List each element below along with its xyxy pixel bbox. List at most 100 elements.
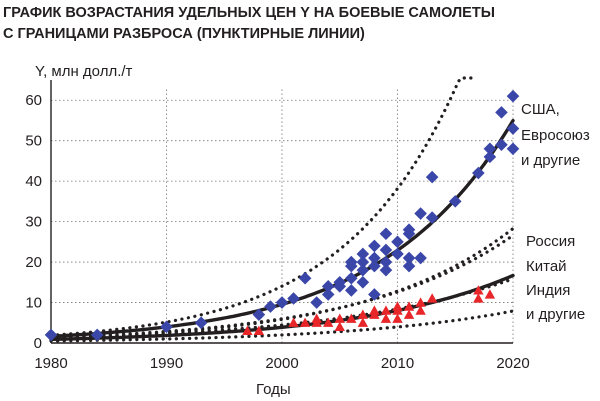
western-data-point <box>44 328 58 342</box>
western-data-point <box>287 292 300 305</box>
western-data-point <box>379 255 393 269</box>
eastern-data-point <box>311 313 322 323</box>
tick-labels: 0 10 20 30 40 50 60 1980 1990 2000 2010 2020 <box>25 92 529 372</box>
eastern-data-point <box>392 301 403 311</box>
legend-western-line-3: и другие <box>521 152 580 169</box>
western-data-point <box>391 235 404 249</box>
eastern-data-point <box>299 317 311 327</box>
western-data-point <box>356 247 370 261</box>
western-data-point <box>264 300 277 313</box>
eastern-data-point <box>403 301 415 311</box>
y-tick-label-10: 10 <box>25 295 42 312</box>
eastern-data-point <box>415 305 426 315</box>
eastern-data-point <box>334 313 345 323</box>
eastern-data-point <box>403 309 415 319</box>
western-data-point <box>321 280 335 293</box>
western-data-point <box>402 259 416 273</box>
eastern-data-point <box>426 293 438 303</box>
western-lower-bound-curve <box>49 277 515 340</box>
axes <box>50 80 513 344</box>
western-data-point <box>356 255 370 269</box>
x-tick-label-2010: 2010 <box>381 355 414 372</box>
eastern-data-point <box>473 293 484 303</box>
western-data-point <box>298 271 312 285</box>
y-tick-label-30: 30 <box>25 214 42 231</box>
chart-title-line-2: С ГРАНИЦАМИ РАЗБРОСА (ПУНКТИРНЫЕ ЛИНИИ) <box>3 26 365 42</box>
y-tick-label-50: 50 <box>25 133 42 150</box>
western-data-point <box>194 316 208 330</box>
eastern-lower-bound-curve <box>49 309 515 343</box>
western-data-point <box>506 89 520 103</box>
eastern-data-point <box>380 313 392 323</box>
western-data-point <box>402 251 416 265</box>
western-data-point <box>275 296 289 309</box>
eastern-data-point <box>484 289 496 299</box>
legend-eastern-line-3: Индия <box>526 282 570 299</box>
western-upper-bound-curve <box>49 76 478 337</box>
western-data-point <box>333 276 347 289</box>
western-data-point <box>506 142 520 156</box>
eastern-data-point <box>369 305 380 315</box>
legend-western: США, Евросоюз и другие <box>521 101 590 169</box>
western-data-point <box>345 284 358 297</box>
y-axis-label: Y, млн долл./т <box>35 63 133 80</box>
x-tick-label-2000: 2000 <box>265 355 298 372</box>
western-data-point <box>90 328 104 342</box>
x-tick-label-2020: 2020 <box>496 355 529 372</box>
western-data-point <box>379 243 393 257</box>
eastern-data-point <box>288 317 299 327</box>
eastern-data-point <box>334 321 345 331</box>
western-data-point <box>483 142 497 156</box>
eastern-data-point <box>323 317 334 327</box>
western-data-point <box>356 263 370 277</box>
eastern-data-point <box>253 325 265 336</box>
western-data-point <box>391 247 404 261</box>
chart-title-line-1: ГРАФИК ВОЗРАСТАНИЯ УДЕЛЬНЫХ ЦЕН Y НА БОЕ… <box>3 5 495 21</box>
western-data-point <box>402 223 416 237</box>
western-data-point <box>368 251 381 265</box>
western-data-point <box>425 170 439 184</box>
y-tick-label-20: 20 <box>25 254 42 271</box>
western-data-point <box>310 296 323 309</box>
y-tick-label-60: 60 <box>25 92 42 109</box>
legend-western-line-1: США, <box>521 101 560 118</box>
western-data-point <box>379 263 393 277</box>
western-data-point <box>368 288 381 301</box>
western-data-point <box>368 259 381 273</box>
western-data-point <box>425 211 439 224</box>
y-tick-label-40: 40 <box>25 173 42 190</box>
eastern-upper-bound-curve-2 <box>49 233 515 340</box>
legend-eastern-line-4: и другие <box>526 306 585 323</box>
western-data-point <box>495 106 508 119</box>
x-tick-label-1990: 1990 <box>150 355 183 372</box>
legend-western-line-2: Евросоюз <box>521 127 590 144</box>
legend-eastern-line-1: Россия <box>526 233 575 250</box>
western-data-point <box>379 227 393 241</box>
eastern-data-point <box>473 285 484 295</box>
western-data-point <box>495 138 508 152</box>
western-data-point <box>252 308 266 321</box>
western-data-point <box>356 276 370 289</box>
western-data-point <box>414 251 427 265</box>
western-data-point <box>345 255 358 269</box>
eastern-data-point <box>415 297 426 307</box>
eastern-data-point <box>346 313 357 323</box>
western-data-point <box>345 271 358 285</box>
eastern-data-point <box>357 309 369 319</box>
eastern-data-point <box>357 317 369 327</box>
western-data-point <box>160 320 173 334</box>
legend-eastern-line-2: Китай <box>526 258 567 275</box>
western-data-point <box>448 195 462 208</box>
western-data-point <box>414 207 427 220</box>
x-axis-label: Годы <box>256 381 291 398</box>
eastern-data-point <box>380 305 392 315</box>
eastern-data-point <box>392 313 403 323</box>
western-data-point <box>506 122 520 135</box>
western-data-point <box>368 239 381 253</box>
western-data-point <box>472 166 485 180</box>
x-tick-label-1980: 1980 <box>34 355 67 372</box>
western-data-point <box>321 288 335 301</box>
data-points <box>44 89 520 342</box>
legend-eastern: Россия Китай Индия и другие <box>526 233 585 323</box>
